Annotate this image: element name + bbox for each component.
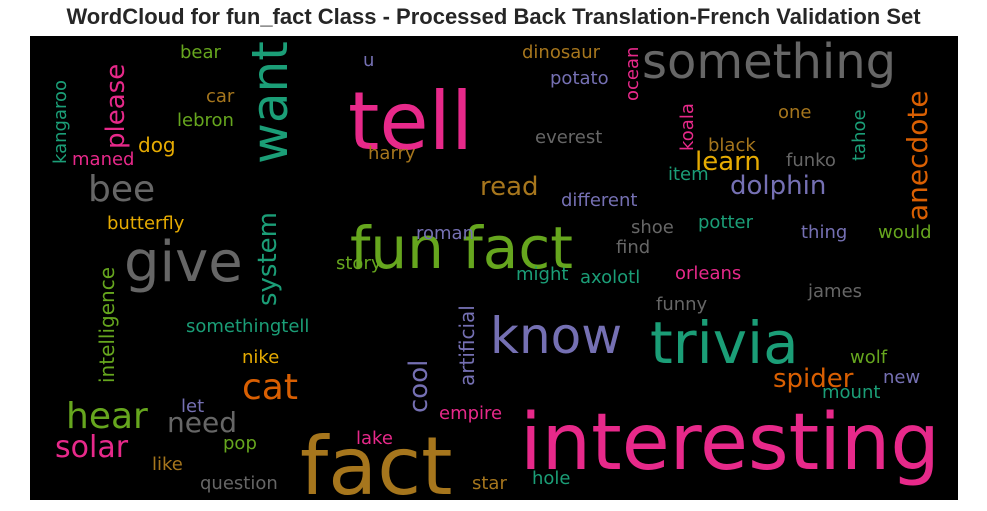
word-system: system [253, 212, 283, 306]
word-roman: roman [416, 223, 474, 244]
word-one: one [778, 102, 812, 123]
word-somethingtell: somethingtell [186, 316, 309, 337]
word-bear: bear [180, 42, 222, 63]
word-koala: koala [677, 103, 698, 151]
word-pop: pop [223, 433, 257, 454]
word-cloud-canvas: interesting fact tell fun fact trivia know giv… [50, 36, 940, 500]
word-lebron: lebron [177, 110, 234, 131]
word-dog: dog [138, 133, 176, 157]
word-potato: potato [550, 68, 609, 89]
word-would: would [878, 222, 932, 243]
word-harry: harry [368, 143, 416, 164]
word-u: u [363, 50, 374, 71]
word-ocean: ocean [622, 47, 643, 101]
word-axolotl: axolotl [580, 267, 640, 288]
word-know: know [490, 307, 622, 365]
word-bee: bee [88, 169, 155, 210]
word-trivia: trivia [650, 309, 799, 377]
word-potter: potter [698, 212, 754, 233]
word-thing: thing [801, 222, 847, 243]
word-butterfly: butterfly [107, 213, 185, 234]
word-need: need [167, 406, 237, 439]
word-funny: funny [656, 294, 708, 315]
word-funko: funko [786, 150, 836, 171]
word-give: give [124, 230, 243, 295]
word-lake: lake [356, 428, 393, 449]
word-cool: cool [404, 360, 434, 413]
word-story: story [336, 253, 382, 274]
word-like: like [152, 454, 183, 475]
word-mount: mount [822, 382, 880, 403]
word-want: want [241, 41, 299, 164]
word-car: car [206, 86, 235, 107]
word-let: let [181, 396, 204, 417]
word-item: item [668, 164, 709, 185]
word-different: different [561, 190, 637, 211]
word-cat: cat [242, 367, 298, 408]
word-empire: empire [439, 403, 502, 424]
word-spider: spider [773, 364, 854, 394]
word-orleans: orleans [675, 263, 741, 284]
word-question: question [200, 473, 278, 494]
word-james: james [807, 281, 862, 302]
word-cloud: interesting fact tell fun fact trivia know giv… [30, 36, 958, 500]
chart-title: WordCloud for fun_fact Class - Processed… [66, 4, 921, 29]
word-maned: maned [72, 149, 134, 170]
word-shoe: shoe [631, 217, 674, 238]
word-interesting: interesting [520, 398, 940, 488]
word-star: star [472, 473, 507, 494]
word-learn: learn [695, 147, 761, 177]
word-kangaroo: kangaroo [50, 80, 71, 164]
word-intelligence: intelligence [95, 267, 119, 383]
word-everest: everest [535, 127, 602, 148]
word-dolphin: dolphin [730, 171, 826, 201]
word-anecdote: anecdote [901, 90, 934, 221]
word-new: new [883, 367, 920, 388]
word-artificial: artificial [455, 305, 479, 386]
word-fact: fact [300, 420, 453, 500]
word-might: might [516, 264, 568, 285]
word-solar: solar [55, 430, 129, 465]
word-hear: hear [66, 396, 148, 437]
word-fun-fact: fun fact [350, 214, 573, 282]
word-read: read [480, 172, 539, 202]
word-hole: hole [532, 468, 571, 489]
word-tahoe: tahoe [849, 109, 870, 161]
word-wolf: wolf [850, 347, 888, 368]
word-tell: tell [348, 75, 473, 168]
word-dinosaur: dinosaur [522, 42, 601, 63]
word-please: please [101, 64, 131, 149]
word-nike: nike [242, 347, 279, 368]
word-something: something [642, 36, 896, 90]
word-black: black [708, 135, 756, 156]
word-find: find [616, 237, 650, 258]
